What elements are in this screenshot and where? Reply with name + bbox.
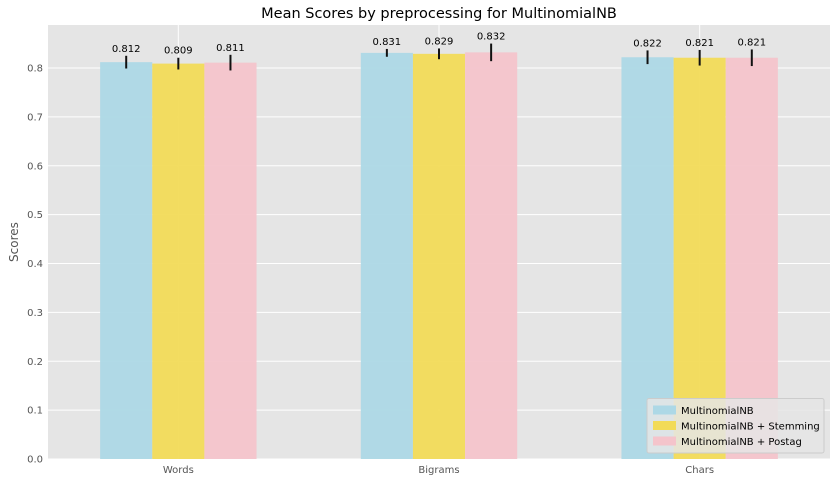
- data-label: 0.809: [164, 46, 193, 57]
- data-label: 0.832: [477, 32, 506, 43]
- y-tick-label: 0.8: [27, 64, 43, 75]
- legend-label: MultinomialNB: [681, 406, 754, 417]
- bar: [360, 52, 413, 460]
- x-tick-label: Chars: [685, 465, 714, 476]
- x-tick-labels: Words Bigrams Chars: [163, 465, 714, 476]
- y-axis-label: Scores: [7, 222, 21, 262]
- bars: [100, 52, 778, 460]
- data-labels: 0.812 0.831 0.822 0.809 0.829 0.821 0.811 0.832…: [112, 32, 766, 57]
- y-tick-label: 0.0: [27, 455, 43, 466]
- y-tick-label: 0.2: [27, 357, 43, 368]
- data-label: 0.811: [216, 43, 245, 54]
- y-tick-label: 0.6: [27, 161, 43, 172]
- bar: [725, 57, 778, 460]
- legend-swatch: [653, 405, 676, 415]
- y-tick-label: 0.4: [27, 259, 43, 270]
- bar: [204, 62, 257, 460]
- data-label: 0.812: [112, 44, 141, 55]
- bar: [152, 63, 205, 460]
- legend-swatch: [653, 436, 676, 446]
- bar: [100, 62, 153, 460]
- bar: [465, 52, 518, 459]
- legend-label: MultinomialNB + Postag: [681, 437, 802, 448]
- legend-label: MultinomialNB + Stemming: [681, 422, 820, 433]
- y-tick-label: 0.5: [27, 210, 43, 221]
- x-tick-label: Bigrams: [418, 465, 459, 476]
- y-tick-label: 0.7: [27, 112, 43, 123]
- data-label: 0.831: [373, 37, 402, 48]
- y-tick-label: 0.3: [27, 308, 43, 319]
- data-label: 0.821: [737, 37, 766, 48]
- bar: [673, 57, 726, 460]
- data-label: 0.821: [685, 38, 714, 49]
- bar: [412, 53, 466, 460]
- data-label: 0.829: [425, 36, 454, 47]
- data-label: 0.822: [633, 38, 662, 49]
- legend-frame: [646, 398, 825, 454]
- legend: MultinomialNB MultinomialNB + Stemming Mul…: [646, 398, 825, 454]
- legend-swatch: [653, 421, 676, 430]
- error-bars: [125, 43, 753, 71]
- chart-title: Mean Scores by preprocessing for Multino…: [261, 6, 617, 22]
- y-tick-label: 0.1: [27, 406, 43, 417]
- bar: [621, 57, 674, 460]
- y-tick-labels: 0.0 0.1 0.2 0.3 0.4 0.5 0.6 0.7 0.8: [27, 64, 43, 466]
- x-tick-label: Words: [163, 465, 194, 476]
